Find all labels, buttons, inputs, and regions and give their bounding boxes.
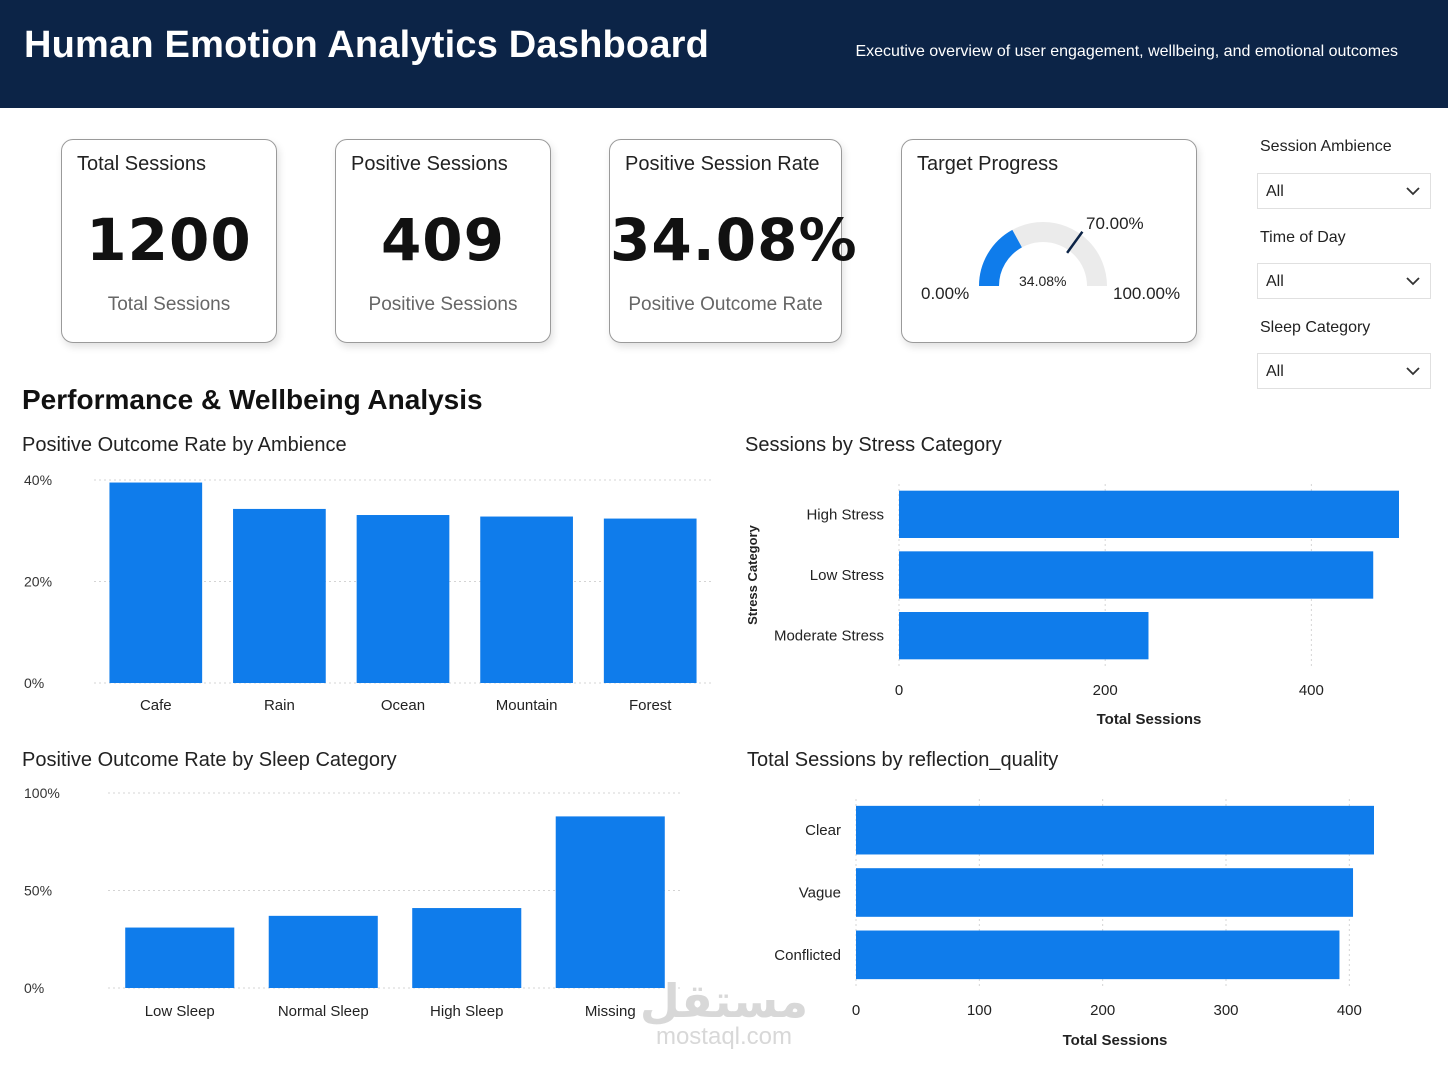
x-category-label: Mountain: [496, 697, 558, 714]
kpi-card-title: Positive Sessions: [351, 153, 508, 175]
x-tick-label: 100: [967, 1002, 992, 1019]
bar: [899, 612, 1149, 660]
kpi-card-positive-sessions[interactable]: Positive Sessions 409 Positive Sessions: [335, 139, 551, 343]
gauge-fill: [979, 229, 1023, 287]
filter-sleep-category-dropdown[interactable]: All: [1257, 353, 1431, 389]
gauge-value-label: 34.08%: [1019, 273, 1067, 289]
bar: [899, 551, 1374, 599]
bar: [233, 508, 326, 683]
x-category-label: Normal Sleep: [278, 1003, 369, 1020]
watermark-latin: mostaql.com: [655, 1023, 793, 1050]
dropdown-value: All: [1266, 273, 1284, 290]
chart-title-reflection: Total Sessions by reflection_quality: [747, 749, 1059, 771]
header-banner: Human Emotion Analytics Dashboard Execut…: [0, 0, 1448, 108]
bar: [412, 908, 522, 988]
bar: [480, 516, 573, 683]
y-category-label: Conflicted: [774, 947, 841, 964]
target-gauge: [979, 222, 1107, 287]
y-axis-title: Stress Category: [745, 524, 760, 624]
filter-time-of-day-dropdown[interactable]: All: [1257, 263, 1431, 299]
x-category-label: Cafe: [140, 697, 172, 714]
chart-sleep[interactable]: 0% 50% 100% Low Sleep Normal Sleep High Sleep…: [0, 780, 720, 1040]
x-category-label: Missing: [585, 1003, 636, 1020]
kpi-value: 34.08%: [610, 206, 858, 274]
y-category-label: Moderate Stress: [774, 628, 884, 645]
y-category-label: Clear: [805, 822, 841, 839]
bar: [125, 927, 235, 988]
x-tick-label: 0: [852, 1002, 860, 1019]
kpi-value: 409: [380, 206, 506, 274]
y-category-label: Low Stress: [810, 567, 884, 584]
kpi-card-target-progress[interactable]: Target Progress 0.00% 100.00% 70.00% 34.…: [901, 139, 1197, 343]
y-tick-label: 0%: [24, 980, 44, 996]
kpi-subtitle: Positive Sessions: [368, 294, 518, 315]
x-axis-title: Total Sessions: [1063, 1032, 1168, 1049]
dashboard-title: Human Emotion Analytics Dashboard: [24, 24, 710, 66]
y-category-label: Vague: [799, 885, 841, 902]
chevron-down-icon: [1406, 187, 1420, 196]
bar: [555, 816, 665, 988]
x-tick-label: 0: [895, 682, 903, 699]
gauge-min-label: 0.00%: [921, 284, 970, 303]
y-tick-label: 20%: [24, 574, 52, 590]
kpi-card-total-sessions[interactable]: Total Sessions 1200 Total Sessions: [61, 139, 277, 343]
y-category-label: High Stress: [806, 506, 884, 523]
chart-title-stress: Sessions by Stress Category: [745, 434, 1002, 456]
x-category-label: Rain: [264, 697, 295, 714]
bar: [899, 490, 1399, 538]
dropdown-value: All: [1266, 363, 1284, 380]
dashboard-subtitle: Executive overview of user engagement, w…: [855, 43, 1398, 60]
gauge-target-label: 70.00%: [1086, 214, 1144, 233]
x-category-label: Forest: [629, 697, 672, 714]
kpi-subtitle: Positive Outcome Rate: [628, 294, 823, 315]
bar: [109, 482, 203, 683]
filter-sleep-category-label: Sleep Category: [1260, 319, 1371, 336]
x-tick-label: 400: [1299, 682, 1324, 699]
bar: [856, 868, 1354, 917]
gauge-max-label: 100.00%: [1113, 284, 1181, 303]
chevron-down-icon: [1406, 277, 1420, 286]
chart-ambience[interactable]: 0% 20% 40% Cafe Rain Ocean Mountain Forest: [0, 465, 720, 725]
x-tick-label: 200: [1093, 682, 1118, 699]
x-tick-label: 300: [1213, 1002, 1238, 1019]
y-tick-label: 50%: [24, 883, 52, 899]
x-tick-label: 400: [1337, 1002, 1362, 1019]
chart-title-ambience: Positive Outcome Rate by Ambience: [22, 434, 347, 456]
bar: [856, 805, 1374, 855]
y-tick-label: 0%: [24, 675, 44, 691]
chart-reflection[interactable]: 0 100 200 300 400 Clear Vague Conflicted Total S…: [730, 785, 1448, 1060]
x-category-label: Low Sleep: [145, 1003, 215, 1020]
kpi-card-title: Positive Session Rate: [625, 153, 820, 175]
chart-stress[interactable]: 0 200 400 High Stress Low Stress Moderate Str…: [730, 470, 1448, 740]
x-category-label: High Sleep: [430, 1003, 503, 1020]
x-tick-label: 200: [1090, 1002, 1115, 1019]
filter-session-ambience-dropdown[interactable]: All: [1257, 173, 1431, 209]
kpi-card-positive-rate[interactable]: Positive Session Rate 34.08% Positive Ou…: [609, 139, 858, 343]
kpi-card-title: Target Progress: [917, 153, 1059, 175]
filter-time-of-day-label: Time of Day: [1260, 229, 1346, 246]
filter-session-ambience-label: Session Ambience: [1260, 138, 1392, 155]
bar: [268, 915, 378, 988]
bar: [356, 515, 450, 683]
x-axis-title: Total Sessions: [1097, 711, 1202, 728]
x-category-label: Ocean: [381, 697, 425, 714]
chevron-down-icon: [1406, 367, 1420, 376]
watermark-logo: مستقل mostaql.com: [634, 978, 814, 1050]
gauge-target-marker: [1066, 231, 1084, 254]
kpi-card-title: Total Sessions: [77, 153, 206, 175]
chart-title-sleep: Positive Outcome Rate by Sleep Category: [22, 749, 397, 771]
y-tick-label: 100%: [24, 785, 60, 801]
kpi-value: 1200: [86, 206, 252, 274]
bar: [603, 518, 697, 683]
kpi-subtitle: Total Sessions: [107, 294, 231, 315]
bar: [856, 930, 1340, 980]
dropdown-value: All: [1266, 183, 1284, 200]
watermark-arabic: مستقل: [639, 974, 809, 1028]
y-tick-label: 40%: [24, 472, 52, 488]
section-title: Performance & Wellbeing Analysis: [22, 384, 483, 415]
